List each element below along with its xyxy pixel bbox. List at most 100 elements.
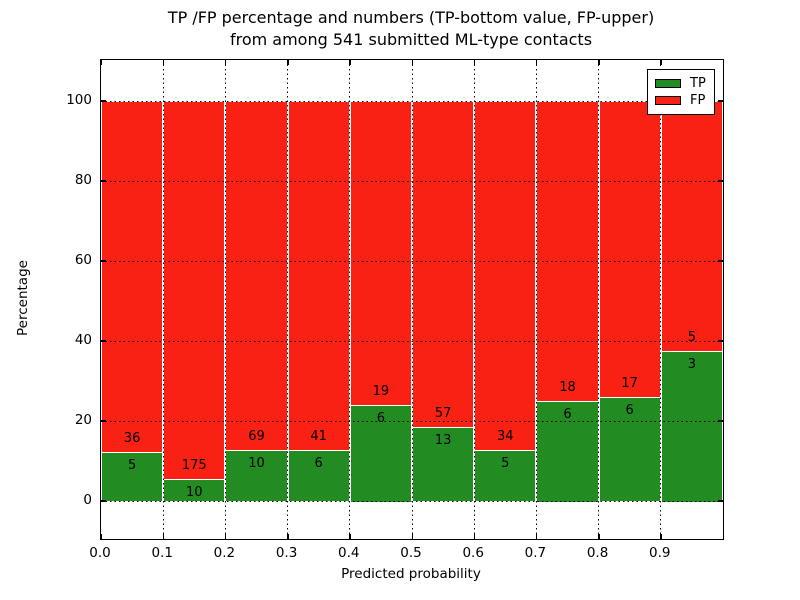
y-axis-tick	[718, 420, 723, 422]
tp-count-label: 5	[127, 458, 137, 474]
x-axis-tick	[535, 534, 538, 539]
vertical-gridline	[162, 60, 164, 539]
x-tick-label: 0.7	[524, 545, 547, 561]
vertical-gridline	[349, 60, 351, 539]
x-axis-tick	[162, 60, 165, 65]
tp-count-label: 10	[186, 485, 203, 501]
x-axis-tick	[598, 534, 600, 539]
tp-bar-segment	[287, 449, 350, 503]
tp-bar-segment	[412, 426, 475, 503]
x-axis-tick	[100, 60, 102, 65]
y-tick-label: 60	[74, 252, 92, 268]
horizontal-gridline	[101, 500, 723, 502]
fp-bar-segment	[287, 101, 350, 452]
x-tick-label: 0.3	[275, 545, 298, 561]
x-axis-tick	[100, 534, 102, 539]
legend-swatch-fp	[655, 96, 681, 105]
legend-swatch-tp	[655, 79, 681, 88]
x-axis-tick	[224, 534, 227, 539]
fp-count-label: 175	[181, 458, 207, 474]
vertical-gridline	[224, 60, 226, 539]
plot-area: 36 5 175 10 69 10 41 6 19 6 57 13 34 5 18 6 17 6 5 3 TP FP	[100, 59, 724, 540]
legend-label-tp: TP	[690, 76, 706, 91]
fp-bar-segment	[101, 101, 164, 454]
x-tick-label: 0.8	[586, 545, 609, 561]
horizontal-gridline	[101, 260, 723, 262]
y-axis-tick	[718, 340, 723, 342]
x-axis-tick	[411, 534, 413, 539]
y-tick-label: 100	[66, 92, 92, 108]
fp-bar-segment	[474, 101, 537, 452]
fp-bar-segment	[660, 101, 723, 353]
x-tick-label: 0.1	[151, 545, 173, 561]
x-tick-label: 0.9	[649, 545, 671, 561]
y-axis-tick	[101, 260, 106, 262]
fp-count-label: 41	[310, 428, 327, 444]
x-axis-tick	[598, 60, 600, 65]
y-axis-tick	[101, 340, 106, 342]
y-tick-label: 0	[83, 492, 92, 508]
y-axis-tick	[718, 260, 723, 262]
vertical-gridline	[598, 60, 600, 539]
x-tick-label: 0.0	[89, 545, 111, 561]
y-axis-tick	[101, 180, 106, 182]
chart-title-line1: TP /FP percentage and numbers (TP-bottom…	[167, 8, 655, 27]
fp-bar-segment	[598, 101, 661, 399]
legend-label-fp: FP	[690, 93, 706, 108]
tp-count-label: 6	[563, 407, 572, 422]
x-axis-label: Predicted probability	[341, 566, 481, 582]
fp-bar-segment	[536, 101, 599, 403]
tp-bar-segment	[163, 479, 226, 503]
x-axis-tick	[287, 534, 289, 539]
x-tick-label: 0.5	[400, 545, 422, 561]
y-axis-tick	[718, 100, 723, 102]
vertical-gridline	[287, 60, 289, 539]
tp-bar-segment	[101, 452, 164, 503]
tp-bar-segment	[474, 449, 537, 503]
fp-count-label: 34	[497, 428, 514, 444]
tp-count-label: 6	[625, 402, 634, 418]
y-axis-label: Percentage	[15, 260, 31, 336]
tp-count-label: 13	[434, 432, 452, 448]
horizontal-gridline	[101, 180, 723, 182]
x-axis-tick	[287, 60, 289, 65]
fp-count-label: 19	[372, 384, 390, 399]
tp-count-label: 3	[687, 357, 697, 372]
tp-bar-segment	[536, 401, 599, 503]
y-tick-label: 40	[74, 332, 92, 348]
fp-bar-segment	[412, 101, 475, 429]
x-axis-tick	[660, 534, 662, 539]
horizontal-gridline	[101, 340, 723, 342]
x-axis-tick	[411, 60, 413, 65]
y-tick-label: 80	[74, 172, 92, 188]
chart-title: TP /FP percentage and numbers (TP-bottom…	[100, 7, 722, 51]
vertical-gridline	[660, 60, 662, 539]
tp-bar-segment	[225, 450, 288, 503]
x-axis-tick	[224, 60, 227, 65]
vertical-gridline	[411, 60, 413, 539]
horizontal-gridline	[101, 420, 723, 422]
fp-bar-segment	[163, 101, 226, 481]
tp-bar-segment	[660, 351, 723, 503]
y-tick-label: 20	[74, 412, 92, 428]
fp-bar-segment	[225, 101, 288, 452]
y-axis-tick	[718, 180, 723, 182]
fp-count-label: 5	[687, 330, 697, 345]
x-axis-tick	[473, 60, 476, 65]
x-axis-tick	[349, 534, 351, 539]
fp-bar-segment	[349, 101, 412, 407]
vertical-gridline	[535, 60, 537, 539]
y-axis-tick	[101, 100, 106, 102]
fp-count-label: 17	[621, 375, 638, 391]
x-tick-label: 0.4	[338, 545, 360, 561]
fp-count-label: 18	[559, 380, 576, 395]
x-axis-tick	[349, 60, 351, 65]
y-axis-tick	[718, 500, 723, 502]
x-tick-label: 0.2	[213, 545, 236, 561]
tp-count-label: 10	[248, 456, 265, 472]
x-tick-label: 0.6	[462, 545, 484, 561]
chart-title-line2: from among 541 submitted ML-type contact…	[229, 30, 593, 49]
legend-row-fp: FP	[655, 92, 707, 109]
fp-count-label: 57	[434, 405, 452, 421]
